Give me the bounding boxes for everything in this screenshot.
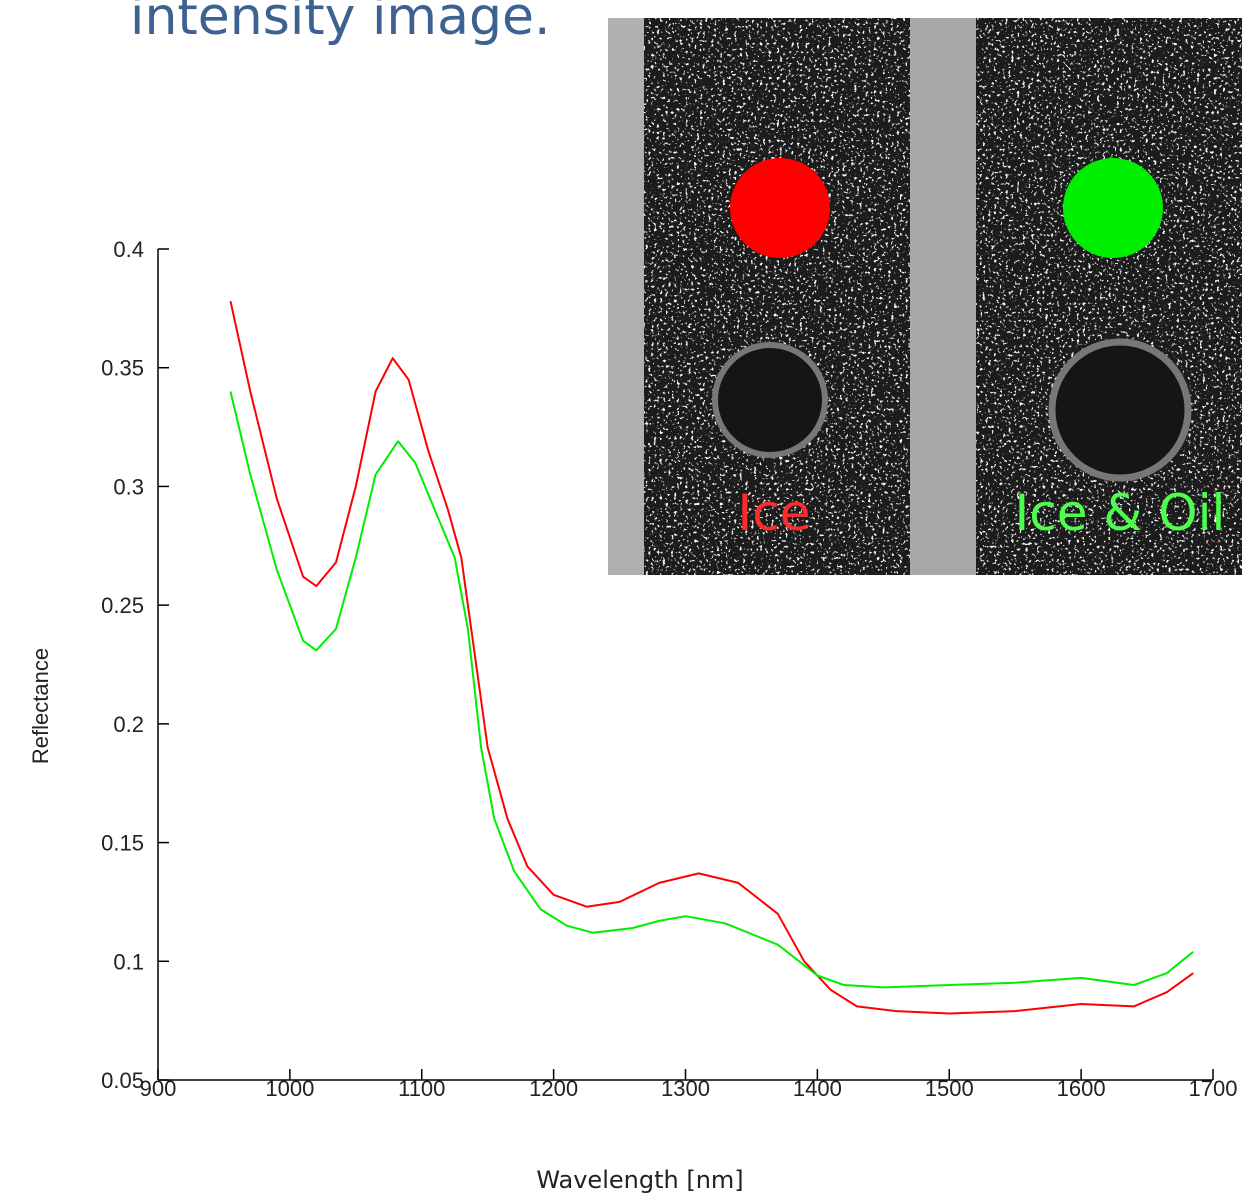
legend-marker [1063,158,1163,258]
y-axis-label: Reflectance [28,648,53,764]
y-tick-label: 0.2 [113,712,144,737]
legend-marker [730,158,830,258]
y-tick-label: 0.3 [113,474,144,499]
x-tick-label: 1100 [398,1076,445,1101]
y-tick-label: 0.25 [101,593,144,618]
x-tick-label: 1400 [793,1076,842,1101]
y-tick-label: 0.35 [101,356,144,381]
photo-edge [608,18,644,575]
x-tick-label: 1300 [661,1076,710,1101]
sample-ring [1048,338,1192,482]
x-tick-label: 1500 [925,1076,974,1101]
x-tick-label: 1200 [529,1076,578,1101]
x-tick-label: 900 [140,1076,177,1101]
series-line [229,391,1194,989]
plot: 0.05 0.1 0.15 0.2 0.25 0.3 0.35 0.4 900 1000 1100 1… [28,237,1237,1194]
photo-panel [644,18,910,575]
x-tick-label: 1600 [1057,1076,1106,1101]
x-tick-label: 1000 [265,1076,314,1101]
series-line [229,300,1194,1015]
slide-title: intensity image. [130,0,550,47]
sample-ring [712,342,828,458]
y-tick-label: 0.4 [113,237,144,262]
photo-strip [910,18,976,575]
y-tick-label: 0.15 [101,831,144,856]
x-axis-label: Wavelength [nm] [536,1166,743,1194]
photo-panel [976,18,1242,575]
x-tick-label: 1700 [1189,1076,1238,1101]
y-tick-label: 0.1 [113,949,144,974]
y-tick-label: 0.05 [101,1068,144,1093]
legend-label: Ice & Oil [1015,484,1226,542]
legend-label: Ice [738,484,811,542]
inset-photo: Ice Ice & Oil [608,18,1242,575]
